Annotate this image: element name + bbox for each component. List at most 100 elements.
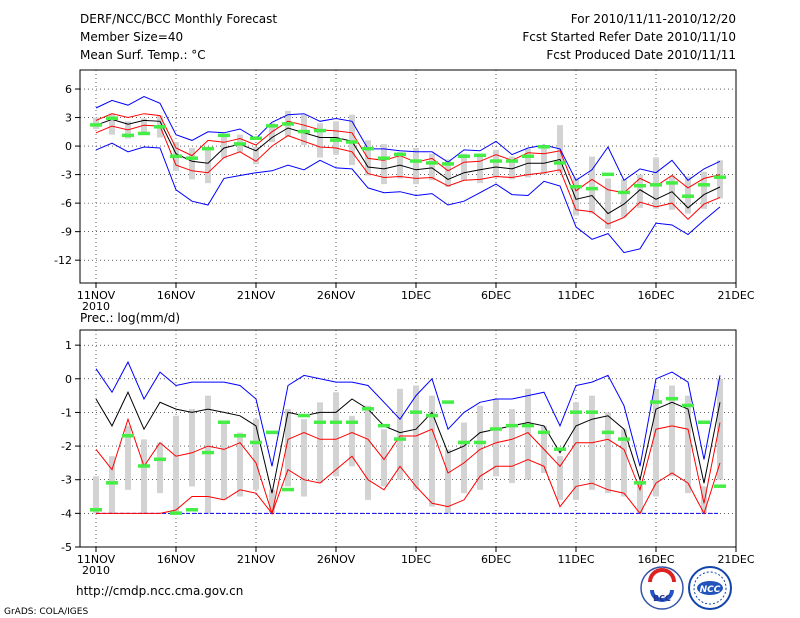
range-bar xyxy=(269,489,275,514)
plot-frame xyxy=(79,329,737,548)
range-bar xyxy=(221,135,227,159)
range-bar xyxy=(429,395,435,507)
x-tick-label: 11DEC xyxy=(557,553,594,566)
range-bar xyxy=(541,145,547,175)
range-bar xyxy=(253,147,259,165)
range-bar xyxy=(173,415,179,514)
obs-marker xyxy=(698,420,710,425)
obs-marker xyxy=(90,507,102,512)
x-tick-label: 16NOV xyxy=(157,289,196,302)
footer-url[interactable]: http://cmdp.ncc.cma.gov.cn xyxy=(76,584,243,598)
x-tick-label: 16NOV xyxy=(157,553,196,566)
obs-marker xyxy=(170,154,182,159)
range-bar xyxy=(701,486,707,514)
obs-marker xyxy=(554,447,566,451)
obs-marker xyxy=(586,410,598,414)
obs-marker xyxy=(618,437,630,441)
x-tick-label: 11NOV xyxy=(77,553,116,566)
obs-marker xyxy=(426,413,438,418)
obs-marker xyxy=(282,122,294,126)
obs-marker xyxy=(218,420,230,425)
obs-marker xyxy=(202,450,214,455)
obs-marker xyxy=(506,423,518,428)
obs-marker xyxy=(266,124,278,128)
obs-marker xyxy=(506,159,518,163)
obs-marker xyxy=(666,181,678,185)
obs-marker xyxy=(202,146,214,151)
range-bar xyxy=(445,449,451,514)
x-tick-label: 11DEC xyxy=(557,289,594,302)
obs-marker xyxy=(314,420,326,425)
obs-marker xyxy=(266,430,278,435)
grads-credit: GrADS: COLA/IGES xyxy=(4,607,88,617)
range-bar xyxy=(301,419,307,497)
range-bar xyxy=(717,378,723,480)
obs-marker xyxy=(250,136,262,140)
range-bar xyxy=(285,409,291,487)
obs-marker xyxy=(346,420,358,425)
obs-marker xyxy=(330,138,342,142)
ncc-logo-text: NCC xyxy=(700,585,721,595)
range-bar xyxy=(413,385,419,490)
range-bar xyxy=(669,175,675,210)
header-start-date: Fcst Started Refer Date 2010/11/10 xyxy=(522,30,736,44)
ncc-logo: NCC xyxy=(688,566,732,610)
x-tick-label: 21NOV xyxy=(237,553,276,566)
obs-marker xyxy=(138,464,150,468)
y-tick-label: -3 xyxy=(61,474,72,487)
range-bar xyxy=(109,113,115,135)
obs-marker xyxy=(250,440,262,445)
range-bar xyxy=(557,456,563,500)
range-bar xyxy=(381,144,387,185)
range-bar xyxy=(701,171,707,209)
range-bar xyxy=(397,388,403,480)
range-bar xyxy=(509,409,515,484)
obs-marker xyxy=(650,183,662,187)
obs-marker xyxy=(234,433,246,438)
obs-marker xyxy=(490,159,502,163)
obs-marker xyxy=(378,156,390,160)
range-bar xyxy=(205,395,211,514)
y-tick-label: 3 xyxy=(65,112,72,125)
range-bar xyxy=(221,422,227,500)
obs-marker xyxy=(314,128,326,133)
obs-marker xyxy=(698,183,710,187)
range-bar xyxy=(621,429,627,497)
x-tick-label: 6DEC xyxy=(481,289,511,302)
obs-marker xyxy=(538,430,550,435)
precipitation-panel: 1 0 -1 -2 -3 -4 -5 11NOV 16NOV 21NOV 26NOV 1DEC 6DEC… xyxy=(61,329,755,577)
obs-marker xyxy=(490,427,502,431)
range-bar xyxy=(461,422,467,494)
bcc-logo: BCC xyxy=(640,566,684,610)
obs-marker xyxy=(522,154,534,159)
header-produced-date: Fcst Produced Date 2010/11/11 xyxy=(546,48,736,62)
range-bar xyxy=(653,388,659,497)
bcc-logo-text: BCC xyxy=(653,594,671,603)
range-bar xyxy=(637,483,643,514)
range-bar xyxy=(237,432,243,497)
range-bar xyxy=(429,153,435,181)
obs-marker xyxy=(458,440,470,445)
range-bar xyxy=(717,160,723,199)
obs-marker xyxy=(346,140,358,144)
range-bar xyxy=(189,409,195,487)
obs-marker xyxy=(186,156,198,160)
obs-marker xyxy=(586,186,598,191)
obs-marker xyxy=(106,116,118,120)
range-bar xyxy=(253,419,259,490)
obs-marker xyxy=(554,161,566,165)
x-tick-label: 26NOV xyxy=(317,553,356,566)
obs-marker xyxy=(634,481,646,485)
obs-marker xyxy=(570,410,582,414)
obs-marker xyxy=(474,153,486,158)
range-bar xyxy=(589,156,595,214)
range-bar xyxy=(461,153,467,181)
range-bar xyxy=(685,395,691,494)
range-bar xyxy=(365,405,371,500)
obs-marker xyxy=(106,481,118,485)
range-bar xyxy=(605,178,611,229)
obs-marker xyxy=(298,129,310,134)
obs-marker xyxy=(522,423,534,428)
obs-marker xyxy=(538,145,550,149)
